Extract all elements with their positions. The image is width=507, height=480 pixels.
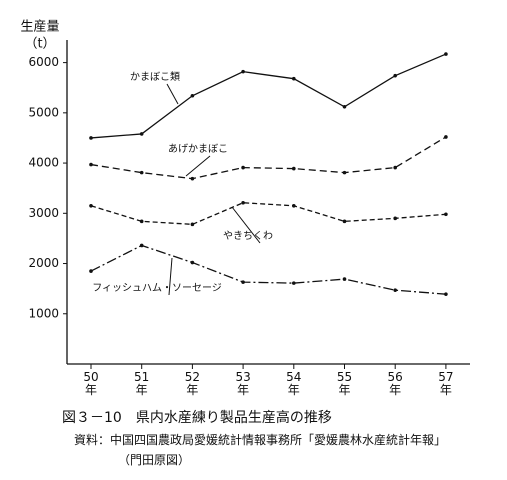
series-label: あげかまぼこ [168,143,228,155]
x-tick-label: 51年 [134,370,150,397]
y-tick-label: 1000 [28,306,59,320]
x-tick-label: 57年 [438,370,454,397]
leader-line [185,155,211,177]
source: 資料：中国四国農政局愛媛統計情報事務所「愛媛農林水産統計年報」 [74,433,447,447]
point [393,73,398,78]
point [342,277,347,281]
point [190,222,195,227]
series-label: かまぼこ類 [130,71,180,83]
series-line [90,136,447,180]
point [241,200,245,205]
point [393,288,398,292]
y-tick-label: 4000 [28,156,59,170]
point [89,269,93,273]
point [444,135,448,139]
point [292,281,296,285]
point [393,165,398,170]
point [241,280,245,284]
x-tick-label: 55年 [336,370,353,397]
y-tick-label: 3000 [28,206,59,220]
point [139,219,144,224]
point [190,260,195,265]
y-axis-label: 生産量 [20,19,59,35]
x-tick-label: 53年 [235,370,251,397]
y-axis-unit: （t） [24,37,55,52]
series-line [90,53,447,139]
x-tick-label: 52年 [184,370,201,397]
y-tick-label: 6000 [28,55,59,69]
series-label: やきちくわ [223,230,273,242]
point [342,170,347,175]
point [139,170,144,175]
point [292,203,296,208]
credit: （門田原図） [118,453,191,467]
point [342,219,347,224]
series-line [90,202,446,226]
leader-line [231,206,261,244]
point [241,69,245,74]
point [139,243,144,248]
point [89,136,93,140]
y-tick-label: 5000 [28,105,59,119]
point [241,165,245,170]
x-tick-label: 50年 [83,370,99,397]
point [342,105,347,109]
point [444,212,448,217]
series-line [90,244,446,295]
point [89,162,93,167]
y-tick-label: 2000 [28,256,59,270]
point [393,216,398,221]
point [292,76,296,81]
x-tick-label: 54年 [286,370,302,397]
point [444,292,448,296]
point [292,166,296,171]
caption: 図３－10 県内水産練り製品生産高の推移 [62,410,332,426]
point [139,132,144,136]
x-tick-label: 56年 [387,370,403,397]
leader-line [168,257,173,296]
point [190,93,195,98]
leader-line [166,83,179,105]
point [190,176,195,181]
point [89,203,93,208]
series-label: フィッシュハム・ソーセージ [92,282,222,294]
point [444,52,448,56]
